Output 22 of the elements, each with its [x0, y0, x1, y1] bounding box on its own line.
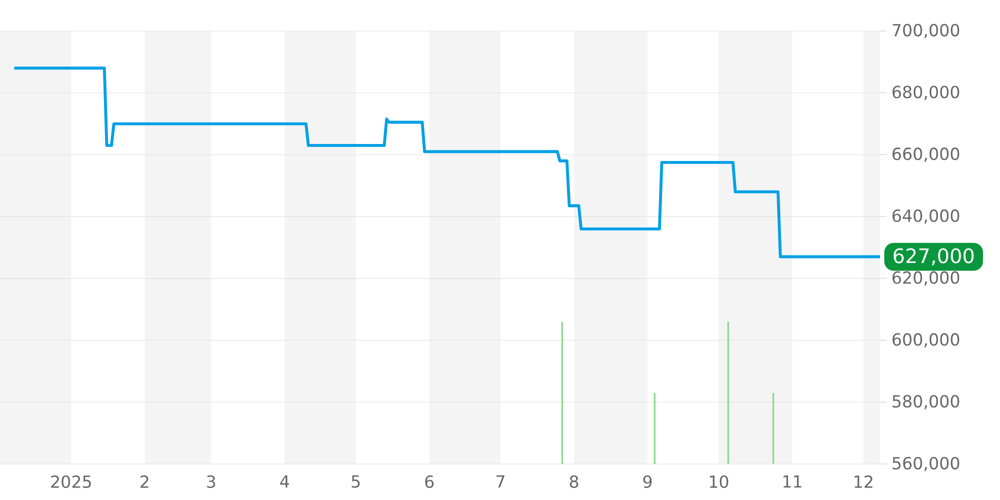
x-tick-label: 6: [425, 475, 434, 488]
x-tick-label: 2: [140, 475, 148, 488]
x-tick-label: 12: [854, 475, 872, 488]
y-tick-label: 560,000: [892, 456, 960, 472]
y-tick-label: 600,000: [892, 333, 960, 348]
line-series: [12, 66, 882, 258]
y-tick-label: 680,000: [892, 86, 960, 100]
y-tick-label: 620,000: [892, 271, 960, 286]
x-tick-label: 2025: [51, 475, 91, 488]
x-tick-label: 10: [710, 475, 728, 488]
y-tick-label: 660,000: [892, 148, 960, 162]
annotation: 627,000: [894, 248, 974, 266]
x-tick-label: 3: [207, 475, 216, 488]
x-tick-label: 5: [352, 475, 360, 488]
y-tick-label: 700,000: [892, 24, 960, 38]
x-tick-label: 7: [496, 475, 504, 488]
x-tick-label: 11: [783, 475, 802, 488]
y-tick-label: 580,000: [892, 394, 960, 410]
x-tick-label: 8: [570, 475, 578, 488]
x-tick-label: 9: [643, 475, 652, 488]
y-tick-label: 640,000: [892, 209, 960, 224]
x-tick-label: 4: [280, 475, 289, 488]
